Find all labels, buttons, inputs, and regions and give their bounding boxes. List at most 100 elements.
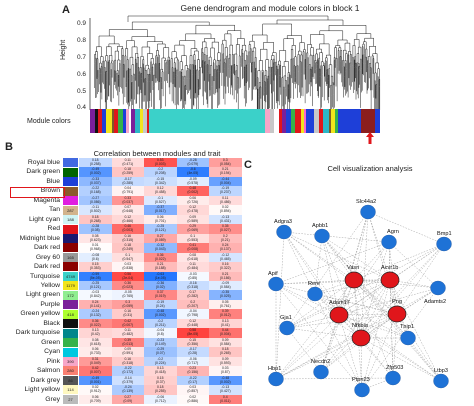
- p-value: (0.857): [187, 389, 199, 394]
- correlation-value: -0.17: [123, 176, 132, 181]
- module-color-segment: [149, 109, 265, 133]
- correlation-value: -0.63: [156, 271, 165, 276]
- p-value: (0.049): [89, 360, 101, 365]
- correlation-value: 0.06: [91, 347, 99, 352]
- heatmap-cell: 0.39 (0.013): [111, 337, 144, 348]
- p-value: (0.458): [154, 190, 166, 195]
- correlation-value: 0.15: [91, 262, 99, 267]
- heatmap-cell: -0.2 (0.224): [144, 356, 177, 367]
- heatmap-cell: -0.04 (0.798): [176, 309, 209, 319]
- p-value: (0.593): [219, 360, 231, 365]
- correlation-value: 0.31: [91, 356, 99, 361]
- p-value: (0.427): [219, 389, 231, 394]
- correlation-value: 0.18: [91, 158, 99, 162]
- heatmap-cell: 0.27 (0.089): [144, 233, 177, 244]
- module-color-segment: [125, 109, 129, 133]
- correlation-value: -0.22: [188, 375, 197, 380]
- ytick: 0.4: [76, 104, 86, 111]
- heatmap-cell: 0.24 (0.141): [79, 299, 112, 310]
- correlation-value: 0.42: [91, 366, 99, 371]
- module-color-swatch: [63, 158, 78, 168]
- p-value: (0.139): [122, 389, 134, 394]
- heatmap-cell: -0.1 (0.527): [144, 195, 177, 206]
- p-value: (0.09): [123, 398, 133, 403]
- heatmap-cell: 0.06 (0.701): [144, 214, 177, 225]
- network-node: [400, 330, 416, 346]
- heatmap-cell: -0.6 (4e-05): [176, 167, 209, 177]
- network-node: [351, 329, 371, 347]
- network-node-label: Slc44a2: [356, 199, 376, 205]
- p-value: (0.315): [122, 237, 134, 242]
- p-value: (0.121): [154, 228, 166, 233]
- module-name: Turquoise: [30, 272, 60, 280]
- module-color-swatch: 4749: [63, 271, 78, 281]
- p-value: (0.42): [90, 332, 100, 337]
- p-value: (0.591): [122, 351, 134, 356]
- p-value: (2e-04): [122, 275, 134, 280]
- heatmap-cell: -0.2 (0.208): [144, 167, 177, 177]
- p-value: (0.28): [188, 351, 198, 356]
- correlation-value: 0.21: [221, 271, 229, 276]
- network-node-label: Rere: [308, 281, 320, 287]
- heatmap-cell: 0.18 (0.259): [111, 167, 144, 177]
- network-node-label: Agrn: [387, 229, 399, 235]
- correlation-value: 0.07: [124, 205, 132, 210]
- p-value: (0.255): [154, 389, 166, 394]
- correlation-value: -0.14: [123, 375, 132, 380]
- heatmap-cell: 0.18 (0.255): [144, 385, 177, 395]
- correlation-value: 0.1: [125, 252, 131, 257]
- p-value: (0.648): [122, 209, 134, 214]
- p-value: (0.353): [89, 266, 101, 271]
- correlation-value: -0.24: [123, 385, 132, 390]
- p-value: (0.002): [154, 313, 166, 318]
- p-value: (0.761): [219, 303, 231, 308]
- heatmap-cell: 0.09 (0.591): [111, 347, 144, 357]
- p-value: (0.584): [219, 341, 231, 346]
- correlation-value: 0.15: [189, 337, 197, 342]
- correlation-value: -0.13: [221, 385, 230, 390]
- p-value: (0.02): [155, 284, 165, 289]
- p-value: (0.07): [155, 351, 165, 356]
- p-value: (0.322): [219, 266, 231, 271]
- module-name: Midnight blue: [19, 234, 60, 242]
- p-value: (0.465): [219, 256, 231, 261]
- heatmap-cell: 0.41 (0.008): [176, 243, 209, 253]
- module-color-swatch: [63, 338, 78, 348]
- p-value: (0.211): [155, 322, 166, 327]
- p-value: (0.547): [122, 256, 134, 261]
- p-value: (0.086): [89, 199, 101, 204]
- module-color-swatch: [63, 262, 78, 272]
- module-name: Salmon: [36, 367, 60, 375]
- module-color-swatch: 27: [63, 394, 78, 404]
- module-color-swatch: [63, 177, 78, 187]
- correlation-value: 0.12: [124, 214, 132, 219]
- module-color-segment: [114, 109, 119, 133]
- module-color-swatch: 418: [63, 309, 78, 319]
- module-color-segment: [90, 109, 96, 133]
- module-name: Dark red: [33, 244, 60, 252]
- network-node-label: Hbp1: [268, 366, 281, 372]
- p-value: (5e-05): [89, 275, 101, 280]
- correlation-value: 0.08: [91, 233, 99, 238]
- module-color-segment: [118, 109, 124, 133]
- correlation-value: 0.06: [156, 214, 164, 219]
- p-value: (0.31): [123, 313, 133, 318]
- heatmap-cell: 0.24 (0.137): [209, 243, 242, 253]
- heatmap-cell: 0.1 (0.553): [176, 233, 209, 244]
- module-trait-rows: Royal blue 0.18 (0.258) 0.11 (0.471) 0.53 (0.0…: [0, 158, 242, 406]
- heatmap-cell: 0.05 (0.761): [209, 299, 242, 310]
- p-value: (0.137): [219, 247, 231, 252]
- heatmap-cell: -0.15 (0.342): [144, 176, 177, 187]
- correlation-value: 0.17: [189, 290, 197, 295]
- heatmap-cell: 0.07 (0.648): [111, 205, 144, 215]
- p-value: (0.478): [187, 209, 199, 214]
- p-value: (0.87): [220, 370, 230, 375]
- module-color-swatch: [63, 186, 78, 196]
- p-value: (0.207): [187, 303, 199, 308]
- heatmap-cell: 0.04 (0.791): [111, 186, 144, 196]
- heatmap-cell: 0.16 (0.315): [111, 233, 144, 244]
- panel-b-letter: B: [5, 141, 13, 153]
- correlation-value: -0.09: [221, 280, 230, 285]
- correlation-value: -0.24: [91, 309, 100, 314]
- p-value: (0.037): [122, 199, 134, 204]
